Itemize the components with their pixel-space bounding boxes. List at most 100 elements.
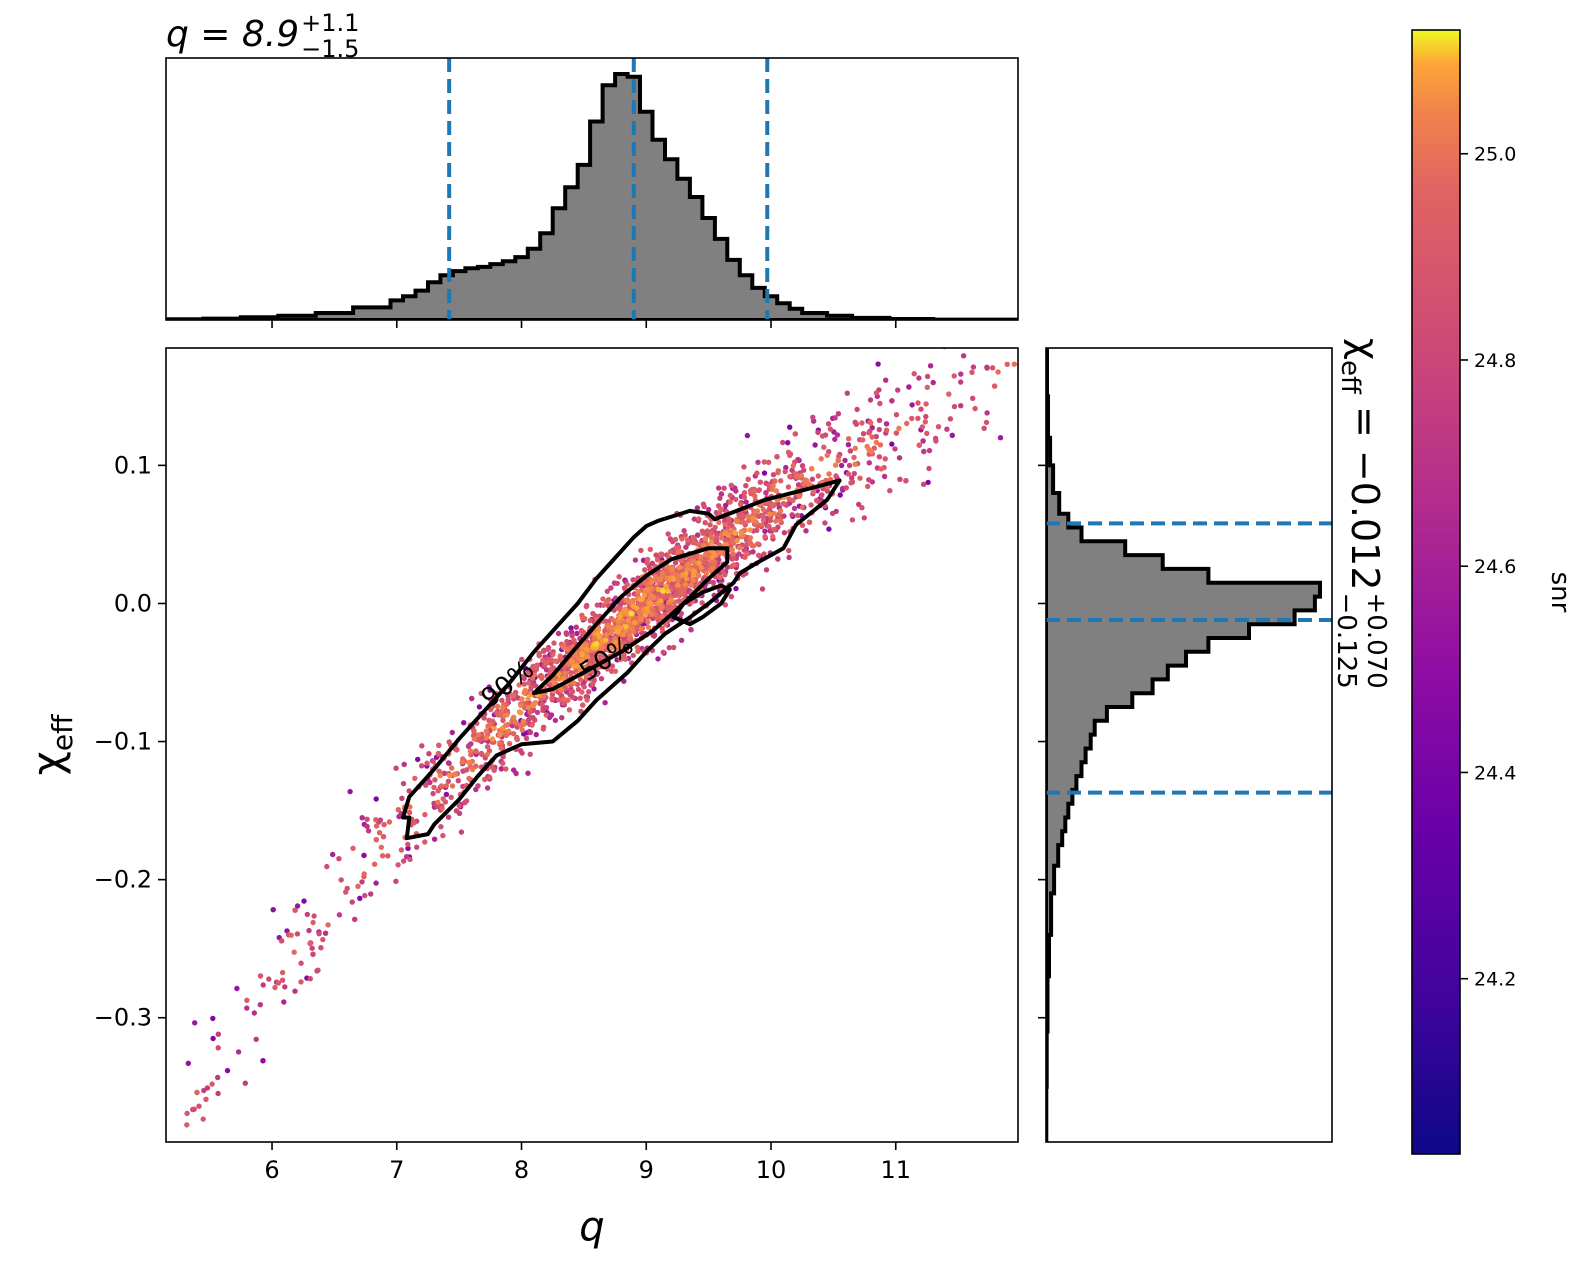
scatter-point	[930, 379, 936, 386]
scatter-point	[648, 585, 655, 591]
scatter-point	[641, 592, 648, 598]
scatter-point	[636, 610, 643, 616]
scatter-point	[478, 690, 484, 696]
scatter-point	[998, 330, 1003, 335]
scatter-point	[698, 554, 704, 560]
scatter-point	[532, 717, 538, 723]
scatter-point	[717, 495, 723, 501]
scatter-point	[251, 1010, 257, 1016]
scatter-point	[737, 501, 744, 507]
scatter-point	[806, 519, 813, 525]
scatter-point	[860, 437, 866, 443]
scatter-point	[721, 485, 727, 491]
scatter-point	[471, 728, 477, 734]
scatter-point	[349, 899, 355, 905]
scatter-point	[424, 760, 430, 766]
scatter-point	[701, 503, 707, 510]
scatter-point	[569, 658, 575, 664]
scatter-point	[644, 606, 650, 612]
chi-title-sub: eff	[1335, 360, 1365, 395]
scatter-point	[520, 718, 526, 724]
scatter-point	[845, 442, 852, 448]
scatter-point	[696, 560, 702, 566]
scatter-point	[405, 841, 411, 848]
scatter-point	[739, 512, 746, 519]
scatter-point	[482, 776, 488, 783]
scatter-point	[415, 756, 421, 763]
scatter-point	[1011, 361, 1017, 367]
scatter-point	[638, 616, 644, 622]
colorbar-tick-label: 24.4	[1474, 762, 1516, 784]
scatter-point	[584, 646, 590, 652]
scatter-point	[469, 695, 475, 702]
scatter-point	[760, 517, 767, 523]
scatter-point	[527, 709, 533, 715]
y-axis-label: χeff	[23, 714, 79, 775]
scatter-point	[710, 579, 716, 586]
scatter-point	[552, 717, 559, 724]
scatter-point	[911, 371, 917, 377]
scatter-point	[754, 527, 760, 533]
scatter-point	[712, 524, 718, 530]
scatter-point	[618, 643, 624, 650]
scatter-point	[883, 427, 890, 433]
scatter-point	[685, 561, 691, 567]
scatter-point	[675, 582, 681, 588]
scatter-point	[600, 664, 607, 670]
scatter-point	[202, 1164, 207, 1169]
scatter-point	[200, 1116, 206, 1122]
scatter-point	[275, 980, 282, 986]
scatter-point	[861, 515, 867, 521]
scatter-point	[832, 415, 838, 421]
scatter-point	[927, 363, 934, 369]
scatter-point	[568, 670, 574, 676]
scatter-point	[562, 670, 568, 676]
scatter-point	[604, 588, 610, 594]
scatter-point	[815, 429, 821, 436]
scatter-point	[792, 431, 798, 437]
scatter-point	[733, 518, 740, 525]
scatter-point	[883, 377, 889, 383]
scatter-point	[853, 421, 860, 427]
scatter-point	[483, 735, 490, 741]
scatter-point	[997, 435, 1004, 441]
scatter-point	[324, 863, 330, 870]
scatter-point	[491, 725, 497, 732]
scatter-point	[549, 695, 555, 701]
y-tick-label: 0.1	[114, 451, 152, 479]
scatter-point	[203, 1096, 209, 1103]
scatter-point	[500, 717, 506, 723]
scatter-point	[322, 930, 329, 936]
scatter-point	[635, 588, 641, 595]
scatter-point	[694, 505, 701, 511]
scatter-point	[422, 811, 428, 818]
scatter-point	[499, 697, 505, 704]
scatter-point	[785, 449, 792, 455]
scatter-point	[579, 615, 586, 621]
scatter-point	[897, 476, 903, 482]
scatter-point	[835, 457, 841, 464]
scatter-point	[608, 585, 614, 591]
marginal-q-panel: q = 8.9+1.1 −1.5	[165, 9, 1019, 328]
scatter-point	[215, 1031, 221, 1037]
scatter-point	[824, 488, 831, 494]
scatter-point	[529, 722, 535, 728]
scatter-point	[958, 379, 964, 385]
scatter-point	[761, 459, 767, 465]
scatter-point	[814, 497, 820, 504]
q-title-sub: −1.5	[301, 35, 359, 63]
scatter-point	[487, 774, 493, 780]
scatter-point	[706, 561, 712, 568]
scatter-point	[386, 819, 393, 825]
scatter-point	[760, 506, 767, 513]
colorbar-ticks: 24.2 24.4 24.6 24.8 25.0	[1460, 144, 1516, 991]
scatter-point	[683, 570, 689, 577]
scatter-point	[260, 1058, 266, 1064]
scatter-point	[495, 703, 501, 710]
scatter-point	[672, 560, 679, 566]
scatter-point	[866, 430, 872, 436]
scatter-point	[426, 751, 432, 757]
scatter-point	[878, 466, 884, 472]
scatter-point	[818, 456, 824, 462]
scatter-point	[660, 588, 666, 594]
